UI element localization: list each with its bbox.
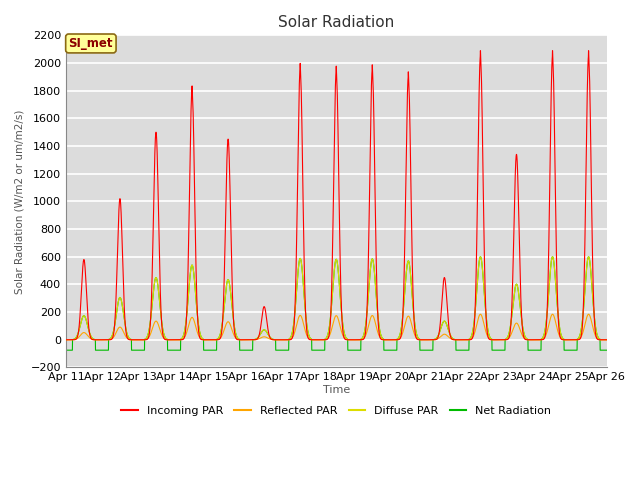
- Net Radiation: [573, 336, 581, 342]
- Diffuse PAR: [477, 254, 484, 260]
- Net Radiation: [62, 348, 70, 353]
- Reflected PAR: [62, 337, 70, 343]
- Line: Incoming PAR: Incoming PAR: [66, 51, 607, 340]
- Incoming PAR: [573, 337, 581, 343]
- Incoming PAR: [457, 337, 465, 343]
- Diffuse PAR: [62, 337, 70, 343]
- Title: Solar Radiation: Solar Radiation: [278, 15, 394, 30]
- Reflected PAR: [318, 337, 326, 343]
- Diffuse PAR: [580, 301, 588, 307]
- Net Radiation: [580, 301, 588, 307]
- Diffuse PAR: [318, 337, 326, 343]
- Reflected PAR: [457, 337, 465, 343]
- Incoming PAR: [62, 337, 70, 343]
- Net Radiation: [477, 254, 484, 260]
- Reflected PAR: [573, 337, 581, 343]
- Reflected PAR: [580, 326, 588, 332]
- Reflected PAR: [246, 337, 253, 343]
- Y-axis label: Solar Radiation (W/m2 or um/m2/s): Solar Radiation (W/m2 or um/m2/s): [15, 109, 25, 294]
- Legend: Incoming PAR, Reflected PAR, Diffuse PAR, Net Radiation: Incoming PAR, Reflected PAR, Diffuse PAR…: [117, 401, 556, 420]
- Diffuse PAR: [573, 336, 581, 342]
- Line: Reflected PAR: Reflected PAR: [66, 314, 607, 340]
- Net Radiation: [318, 348, 326, 353]
- Incoming PAR: [318, 337, 326, 343]
- Net Radiation: [472, 293, 480, 299]
- Line: Net Radiation: Net Radiation: [66, 257, 607, 350]
- Diffuse PAR: [246, 337, 253, 343]
- Incoming PAR: [472, 261, 480, 267]
- Net Radiation: [457, 348, 465, 353]
- Text: SI_met: SI_met: [68, 37, 113, 50]
- Diffuse PAR: [457, 337, 465, 343]
- Incoming PAR: [603, 337, 611, 343]
- Diffuse PAR: [603, 337, 611, 343]
- Reflected PAR: [472, 324, 480, 329]
- Reflected PAR: [477, 312, 484, 317]
- Net Radiation: [246, 348, 253, 353]
- X-axis label: Time: Time: [323, 385, 350, 395]
- Reflected PAR: [603, 337, 611, 343]
- Line: Diffuse PAR: Diffuse PAR: [66, 257, 607, 340]
- Incoming PAR: [477, 48, 484, 54]
- Net Radiation: [603, 348, 611, 353]
- Diffuse PAR: [472, 293, 480, 299]
- Incoming PAR: [580, 287, 588, 293]
- Incoming PAR: [246, 337, 253, 343]
